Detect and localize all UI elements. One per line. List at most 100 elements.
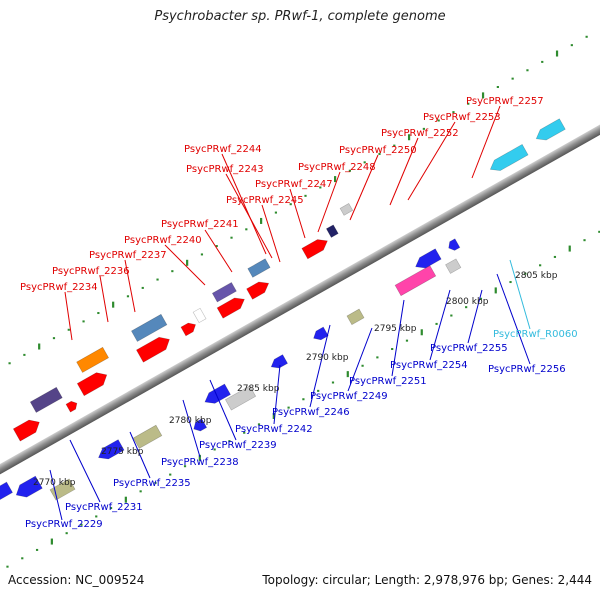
gene-box[interactable] [325, 224, 339, 238]
scale-label: 2780 kbp [169, 416, 212, 426]
major-tick [124, 496, 127, 503]
gene-label[interactable]: PsycPRwf_2243 [186, 164, 264, 175]
minor-tick [80, 523, 83, 526]
gene-label[interactable]: PsycPRwf_2236 [52, 266, 130, 277]
gene-box[interactable] [394, 265, 437, 297]
gene-arrow[interactable] [13, 475, 43, 501]
gene-arrow[interactable] [202, 383, 231, 407]
gene-label[interactable]: PsycPRwf_2240 [124, 235, 202, 246]
major-tick [112, 301, 115, 308]
gene-label[interactable]: PsycPRwf_2251 [349, 376, 427, 387]
gene-label[interactable]: PsycPRwf_2235 [113, 478, 191, 489]
minor-tick [583, 239, 586, 242]
leader-line [129, 431, 151, 479]
gene-box[interactable] [192, 307, 207, 324]
gene-arrow[interactable] [413, 248, 442, 272]
leader-line [64, 291, 73, 341]
gene-label[interactable]: PsycPRwf_2247 [255, 179, 333, 190]
major-tick [272, 412, 275, 419]
gene-label[interactable]: PsycPRwf_2237 [89, 250, 167, 261]
minor-tick [422, 127, 425, 130]
gene-arrow[interactable] [0, 481, 13, 507]
leader-line [347, 327, 373, 392]
gene-label[interactable]: PsycPRwf_2246 [272, 407, 350, 418]
gene-box[interactable] [224, 385, 257, 411]
minor-tick [8, 362, 11, 365]
gene-label[interactable]: PsycPRwf_2244 [184, 144, 262, 155]
minor-tick [257, 423, 261, 426]
leader-line [317, 171, 341, 233]
leader-line [496, 273, 531, 365]
gene-label[interactable]: PsycPRwf_2242 [235, 424, 313, 435]
scale-label: 2800 kbp [446, 297, 489, 307]
gene-label[interactable]: PsycPRwf_2245 [226, 195, 304, 206]
gene-label[interactable]: PsycPRwf_2252 [381, 128, 459, 139]
gene-box[interactable] [346, 308, 365, 326]
major-tick [186, 259, 189, 266]
minor-tick [82, 320, 85, 323]
minor-tick [541, 60, 544, 63]
gene-arrow[interactable] [65, 399, 79, 413]
leader-line [349, 154, 379, 221]
gene-arrow[interactable] [216, 294, 247, 319]
leader-line [429, 289, 451, 361]
gene-box[interactable] [132, 424, 163, 449]
minor-tick [553, 255, 557, 258]
gene-box[interactable] [247, 258, 271, 278]
gene-label[interactable]: PsycPRwf_2250 [339, 145, 417, 156]
minor-tick [570, 44, 573, 47]
gene-label[interactable]: PsycPRwf_2256 [488, 364, 566, 375]
gene-arrow[interactable] [533, 118, 566, 144]
gene-box[interactable] [76, 346, 110, 373]
minor-tick [243, 431, 246, 434]
minor-tick [348, 169, 351, 172]
minor-tick [435, 322, 438, 325]
gene-box[interactable] [29, 386, 63, 413]
minor-tick [319, 186, 322, 189]
gene-arrow[interactable] [76, 369, 110, 397]
gene-label[interactable]: PsycPRwf_2234 [20, 282, 98, 293]
gene-arrow[interactable] [12, 416, 43, 442]
gene-arrow[interactable] [446, 238, 461, 253]
gene-label[interactable]: PsycPRwf_2253 [423, 112, 501, 123]
gene-box[interactable] [445, 258, 462, 274]
gene-arrow[interactable] [136, 333, 172, 363]
gene-arrow[interactable] [311, 326, 329, 343]
minor-tick [511, 77, 514, 80]
gene-arrow[interactable] [246, 278, 272, 300]
major-tick [555, 50, 559, 57]
gene-label[interactable]: PsycPRwf_2231 [65, 502, 143, 513]
gene-arrow[interactable] [487, 144, 529, 174]
gene-arrow[interactable] [191, 418, 208, 434]
minor-tick [183, 465, 187, 468]
minor-tick [126, 295, 130, 298]
leader-line [471, 105, 501, 179]
gene-label[interactable]: PsycPRwf_2255 [430, 343, 508, 354]
gene-box[interactable] [211, 282, 237, 303]
gene-label[interactable]: PsycPRwf_2241 [161, 219, 239, 230]
major-tick [481, 92, 485, 99]
gene-box[interactable] [339, 203, 354, 216]
gene-arrow[interactable] [269, 354, 288, 372]
gene-label[interactable]: PsycPRwf_2257 [466, 96, 544, 107]
gene-label[interactable]: PsycPRwf_2254 [390, 360, 468, 371]
leader-line [124, 259, 136, 313]
gene-label[interactable]: PsycPRwf_2239 [199, 440, 277, 451]
leader-line [182, 399, 201, 458]
gene-arrow[interactable] [180, 320, 198, 337]
gene-arrow[interactable] [301, 236, 331, 260]
minor-tick [65, 532, 68, 535]
gene-label-rna[interactable]: PsycPRwf_R0060 [493, 329, 578, 340]
gene-label[interactable]: PsycPRwf_2238 [161, 457, 239, 468]
minor-tick [391, 348, 394, 351]
gene-label[interactable]: PsycPRwf_2229 [25, 519, 103, 530]
minor-tick [524, 272, 527, 275]
major-tick [568, 245, 571, 252]
minor-tick [154, 481, 157, 484]
major-tick [494, 287, 497, 294]
gene-label[interactable]: PsycPRwf_2249 [310, 391, 388, 402]
gene-label[interactable]: PsycPRwf_2248 [298, 162, 376, 173]
gene-box[interactable] [131, 313, 168, 342]
minor-tick [156, 278, 159, 281]
gene-arrow[interactable] [96, 439, 125, 463]
